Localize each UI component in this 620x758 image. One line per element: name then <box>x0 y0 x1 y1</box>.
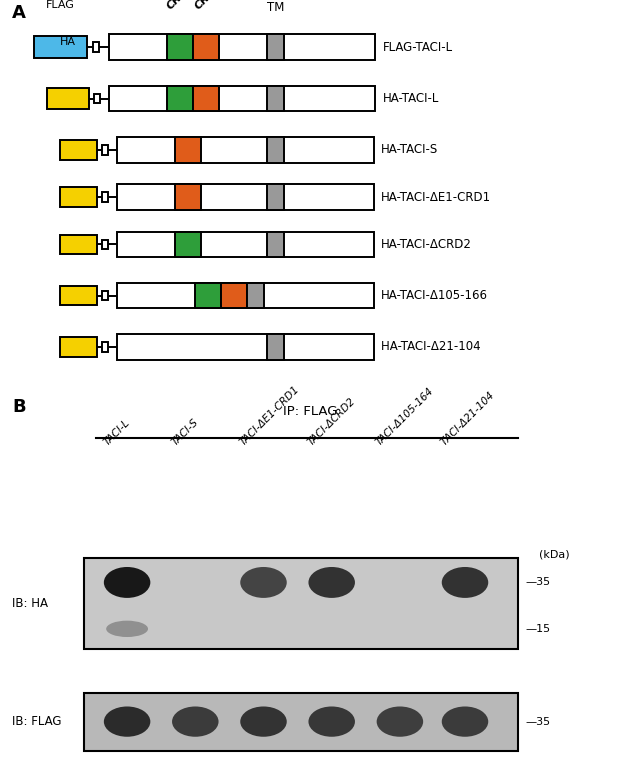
Text: HA-TACI-ΔCRD2: HA-TACI-ΔCRD2 <box>381 238 472 251</box>
Bar <box>84 693 518 750</box>
Text: TACI-ΔE1-CRD1: TACI-ΔE1-CRD1 <box>238 384 301 447</box>
Bar <box>267 184 284 210</box>
Text: TACI-Δ105-164: TACI-Δ105-164 <box>374 385 436 447</box>
Bar <box>167 86 193 111</box>
Text: B: B <box>12 398 26 416</box>
Ellipse shape <box>172 706 218 737</box>
Text: HA-TACI-Δ​21-104: HA-TACI-Δ​21-104 <box>381 340 481 353</box>
Bar <box>60 337 97 357</box>
Bar <box>102 145 108 155</box>
Text: (kDa): (kDa) <box>539 550 570 559</box>
Text: —15: —15 <box>525 624 551 634</box>
Bar <box>46 88 89 109</box>
Bar <box>267 232 284 257</box>
Text: A: A <box>12 4 26 22</box>
Bar <box>193 86 219 111</box>
Text: HA-TACI-S: HA-TACI-S <box>381 143 438 156</box>
Bar <box>117 283 374 309</box>
Bar <box>60 140 97 160</box>
Text: TACI-L: TACI-L <box>102 417 131 447</box>
Text: IP: FLAG: IP: FLAG <box>283 405 337 418</box>
Ellipse shape <box>104 567 151 598</box>
Text: CRD1: CRD1 <box>166 0 196 12</box>
Bar <box>193 35 219 60</box>
Bar <box>117 137 374 163</box>
Ellipse shape <box>377 706 423 737</box>
Ellipse shape <box>104 706 151 737</box>
Bar <box>84 558 518 649</box>
Bar <box>221 283 247 309</box>
Text: HA-TACI-ΔE1-CRD1: HA-TACI-ΔE1-CRD1 <box>381 190 492 204</box>
Text: —35: —35 <box>525 578 551 587</box>
Text: TACI-S: TACI-S <box>170 416 200 447</box>
Bar <box>175 184 202 210</box>
Bar <box>195 283 221 309</box>
Text: IB: HA: IB: HA <box>12 597 48 610</box>
Ellipse shape <box>241 706 286 737</box>
Bar <box>267 35 284 60</box>
Bar <box>108 86 375 111</box>
Ellipse shape <box>241 567 286 598</box>
Ellipse shape <box>106 621 148 637</box>
Text: CRD2: CRD2 <box>193 0 223 12</box>
Bar <box>102 240 108 249</box>
Bar <box>102 291 108 300</box>
Bar <box>34 36 87 58</box>
Bar <box>167 35 193 60</box>
Bar <box>247 283 264 309</box>
Bar <box>60 234 97 254</box>
Bar <box>102 342 108 352</box>
Ellipse shape <box>309 706 355 737</box>
Ellipse shape <box>309 567 355 598</box>
Bar <box>60 286 97 305</box>
Text: HA-TACI-L: HA-TACI-L <box>383 92 439 105</box>
Text: TM: TM <box>267 1 284 14</box>
Bar <box>117 184 374 210</box>
Bar <box>267 86 284 111</box>
Bar <box>108 35 375 60</box>
Bar <box>60 187 97 207</box>
Text: FLAG: FLAG <box>46 0 74 10</box>
Text: TACI-Δ​21-104: TACI-Δ​21-104 <box>440 390 496 447</box>
Bar <box>267 334 284 360</box>
Bar <box>93 42 99 52</box>
Text: HA: HA <box>60 37 76 47</box>
Bar <box>94 94 100 103</box>
Bar <box>175 137 202 163</box>
Ellipse shape <box>441 706 489 737</box>
Bar <box>102 193 108 202</box>
Text: FLAG-TACI-L: FLAG-TACI-L <box>383 41 453 54</box>
Text: HA-TACI-Δ105-166: HA-TACI-Δ105-166 <box>381 289 489 302</box>
Text: TACI-ΔCRD2: TACI-ΔCRD2 <box>306 396 358 447</box>
Text: IB: FLAG: IB: FLAG <box>12 715 62 728</box>
Bar <box>267 137 284 163</box>
Text: —35: —35 <box>525 716 551 727</box>
Bar <box>175 232 202 257</box>
Bar <box>117 232 374 257</box>
Ellipse shape <box>441 567 489 598</box>
Bar <box>117 334 374 360</box>
